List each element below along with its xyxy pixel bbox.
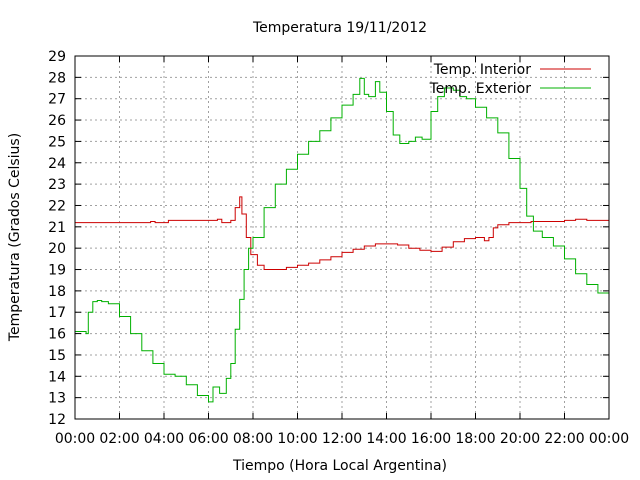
y-tick-label: 25 (48, 134, 66, 150)
y-tick-label: 22 (48, 198, 66, 214)
series-line-interior (75, 196, 609, 270)
x-tick-label: 02:00 (99, 431, 139, 447)
x-tick-label: 18:00 (455, 431, 495, 447)
y-tick-label: 18 (48, 284, 66, 300)
y-tick-labels: 12 13 14 15 16 17 18 19 20 21 22 23 24 25 26 27 28 29 (48, 49, 66, 428)
chart-title: Temperatura 19/11/2012 (252, 20, 427, 36)
x-axis-label: Tiempo (Hora Local Argentina) (232, 458, 447, 474)
x-tick-labels: 00:00 02:00 04:00 06:00 08:00 10:00 12:00 14:00… (55, 431, 629, 447)
y-tick-label: 14 (48, 369, 66, 385)
x-tick-label: 20:00 (500, 431, 540, 447)
grid-lines (75, 56, 609, 419)
x-tick-label: 06:00 (188, 431, 228, 447)
y-tick-label: 15 (48, 348, 66, 364)
x-tick-label: 16:00 (411, 431, 451, 447)
x-tick-label: 04:00 (144, 431, 184, 447)
legend-label-exterior: Temp. Exterior (429, 81, 532, 97)
x-tick-label: 08:00 (233, 431, 273, 447)
y-tick-label: 20 (48, 241, 66, 257)
y-tick-label: 17 (48, 305, 66, 321)
x-tick-label: 22:00 (544, 431, 584, 447)
y-axis-label: Temperatura (Grados Celsius) (7, 133, 23, 342)
y-tick-label: 27 (48, 92, 66, 108)
x-tick-label: 14:00 (366, 431, 406, 447)
y-tick-label: 26 (48, 113, 66, 129)
x-tick-label: 12:00 (322, 431, 362, 447)
y-tick-label: 29 (48, 49, 66, 65)
chart-legend: Temp. Interior Temp. Exterior (429, 62, 591, 97)
x-tick-label: 10:00 (277, 431, 317, 447)
y-tick-label: 21 (48, 220, 66, 236)
series-line-exterior (75, 77, 610, 403)
y-tick-label: 16 (48, 327, 66, 343)
series-lines (75, 77, 610, 403)
y-tick-label: 19 (48, 263, 66, 279)
plot-frame (74, 55, 610, 420)
x-tick-label: 00:00 (55, 431, 95, 447)
y-tick-label: 13 (48, 391, 66, 407)
x-tick-label: 00:00 (589, 431, 629, 447)
y-tick-label: 12 (48, 412, 66, 428)
y-tick-label: 24 (48, 156, 66, 172)
legend-label-interior: Temp. Interior (433, 62, 532, 78)
y-tick-label: 23 (48, 177, 66, 193)
y-tick-label: 28 (48, 70, 66, 86)
